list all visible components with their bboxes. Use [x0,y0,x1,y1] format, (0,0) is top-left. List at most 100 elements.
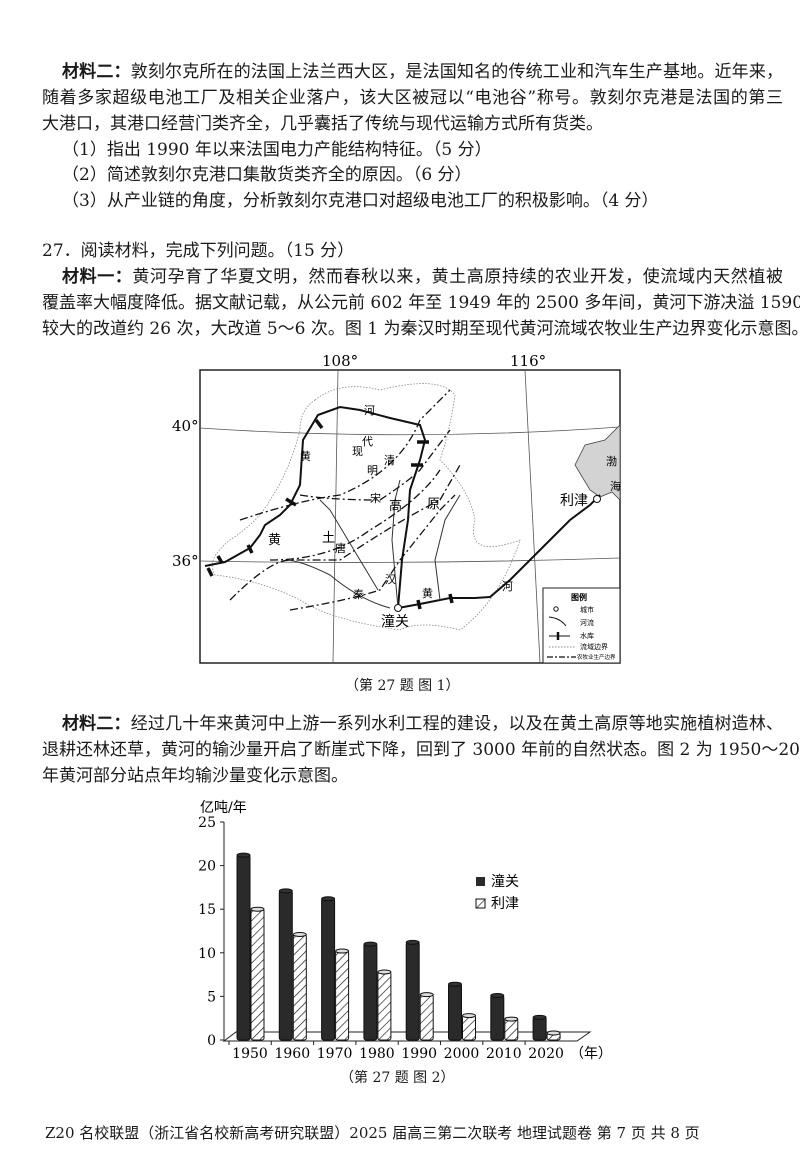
bar-top-lijin-2020 [546,1030,561,1036]
y-tick-label: 20 [198,859,216,875]
x-tick-label: 1960 [274,1046,310,1062]
map-label-dai: 代 [362,435,373,448]
q26-material2-line1: 材料二：敦刻尔克所在的法国上法兰西大区，是法国知名的传统工业和汽车生产基地。近年… [62,61,783,83]
city-lijin-marker [593,495,601,503]
q26-question-3: （3）从产业链的角度，分析敦刻尔克港口对超级电池工厂的积极影响。（4 分） [62,191,659,211]
bar-tongguan-1960 [278,890,293,1041]
q27-material2-line3: 年黄河部分站点年均输沙量变化示意图。 [42,766,348,786]
q27-title: 27．阅读材料，完成下列问题。（15 分） [42,241,355,261]
bar-tongguan-1950 [236,854,251,1041]
q27-material1-line1: 材料一：黄河孕育了华夏文明，然而春秋以来，黄土高原持续的农业开发，使流域内天然植… [62,266,783,288]
latitude-36: 36° [172,552,199,570]
q26-material2-line2: 随着多家超级电池工厂及相关企业落户，该大区被冠以“电池谷”称号。敦刻尔克港是法国… [42,88,783,108]
x-tick-label: 2010 [486,1046,522,1062]
map-legend: 图例 城市 河流 水库 流域边界 农牧业生产边界 [542,587,621,664]
legend-city: 城市 [580,605,594,614]
map-label-he: 河 [364,404,375,417]
x-axis-unit: （年） [570,1046,612,1062]
bohai-sea [574,424,621,501]
parallel-40 [199,426,621,436]
y-tick-label: 15 [198,902,216,918]
bar-top-lijin-2010 [504,1016,519,1022]
bar-top-lijin-1980 [377,969,392,975]
bar-lijin-2000 [462,1015,476,1041]
material-label: 材料二： [62,714,131,734]
reservoir-markers [206,418,454,610]
map-label-tang: 唐 [335,541,346,555]
bar-top-lijin-2000 [462,1013,476,1019]
map-label-xian: 现 [352,445,363,458]
agro-pastoral-boundaries [229,389,461,611]
x-tick-label: 2000 [444,1046,480,1062]
q27-material2-line2: 退耕还林还草，黄河的输沙量开启了断崖式下降，回到了 3000 年前的自然状态。图… [42,740,800,760]
bar-top-tongguan-1980 [363,941,378,947]
y-tick-label: 0 [207,1033,216,1049]
yellow-river-map: 108° 116° 40° 36° [172,352,621,664]
longitude-116: 116° [510,352,546,370]
q26-material2-line3: 大港口，其港口经营门类齐全，几乎囊括了传统与现代运输方式所有货类。 [42,114,603,134]
map-label-huang: 黄 [300,449,311,463]
bar-lijin-1990 [419,994,434,1041]
map-label-yuan: 原 [427,497,440,512]
figure1-caption: （第 27 题 图 1） [345,678,460,694]
bar-lijin-1960 [292,933,307,1041]
bar-top-lijin-1990 [419,992,434,998]
bar-lijin-1980 [377,971,392,1041]
bar-tongguan-1980 [363,943,378,1041]
map-label-he-lower: 河 [502,580,513,593]
y-tick-label: 25 [198,815,216,831]
tributary [319,499,379,591]
q27-material1-line3: 较大的改道约 26 次，大改道 5～6 次。图 1 为秦汉时期至现代黄河流域农牧… [42,319,800,339]
bar-top-tongguan-1990 [405,939,420,945]
map-label-han: 汉 [385,573,396,586]
x-tick-label: 1950 [232,1046,268,1062]
map-label-huang-plateau: 黄 [268,533,281,548]
bar-top-tongguan-1950 [236,852,251,858]
meridian-116 [524,369,541,664]
bar-tongguan-1970 [321,898,336,1041]
bar-tongguan-2000 [448,983,462,1041]
material-label: 材料一： [62,267,133,287]
bar-top-tongguan-1970 [321,896,336,902]
longitude-108: 108° [322,352,358,370]
bar-top-tongguan-2020 [532,1014,547,1020]
legend-label-tongguan: 潼关 [491,873,519,890]
y-axis-label: 亿吨/年 [200,800,247,816]
text: 黄河孕育了华夏文明，然而春秋以来，黄土高原持续的农业开发，使流域内天然植被 [132,267,784,287]
text: 敦刻尔克所在的法国上法兰西大区，是法国知名的传统工业和汽车生产基地。近年来， [130,62,784,82]
bar-top-lijin-1970 [335,948,350,954]
legend-swatch-tongguan [476,877,485,886]
bar-top-lijin-1960 [292,931,307,937]
q26-question-2: （2）简述敦刻尔克港口集散货类齐全的原因。（6 分） [62,165,472,185]
tributary [434,494,461,601]
map-label-tu: 土 [322,531,335,546]
map-label-huang-river: 黄 [422,586,433,600]
legend-basin-boundary: 流域边界 [580,642,608,651]
page-footer: Z20 名校联盟（浙江省名校新高考研究联盟）2025 届高三第二次联考 地理试题… [45,1124,700,1142]
q27-material1-line2: 覆盖率大幅度降低。据文献记载，从公元前 602 年至 1949 年的 2500 … [42,293,800,313]
city-lijin: 利津 [560,493,588,509]
text: 经过几十年来黄河中上游一系列水利工程的建设，以及在黄土高原等地实施植树造林、 [130,714,784,734]
meridian-108 [332,369,339,664]
bar-tongguan-2010 [490,995,505,1041]
y-tick-label: 10 [198,946,216,962]
legend-swatch-lijin [475,898,486,909]
x-tick-label: 1990 [401,1046,437,1062]
x-tick-label: 1980 [359,1046,395,1062]
bar-lijin-1950 [250,908,265,1041]
basin-boundary [211,383,521,631]
parallel-36 [199,557,621,563]
q27-material2-line1: 材料二：经过几十年来黄河中上游一系列水利工程的建设，以及在黄土高原等地实施植树造… [62,713,783,735]
city-tongguan-marker [394,604,402,612]
x-tick-label: 1970 [317,1046,353,1062]
legend-reservoir: 水库 [580,631,594,640]
bar-lijin-2010 [504,1018,519,1041]
bar-tongguan-2020 [532,1016,547,1041]
map-label-hai: 海 [610,479,621,493]
map-label-qin: 秦 [353,587,364,601]
figure2-caption: （第 27 题 图 2） [340,1070,455,1086]
y-tick-label: 5 [207,989,216,1005]
legend-title: 图例 [571,592,587,602]
legend-river: 河流 [580,618,594,627]
chart-legend: 潼关 利津 [475,873,519,912]
